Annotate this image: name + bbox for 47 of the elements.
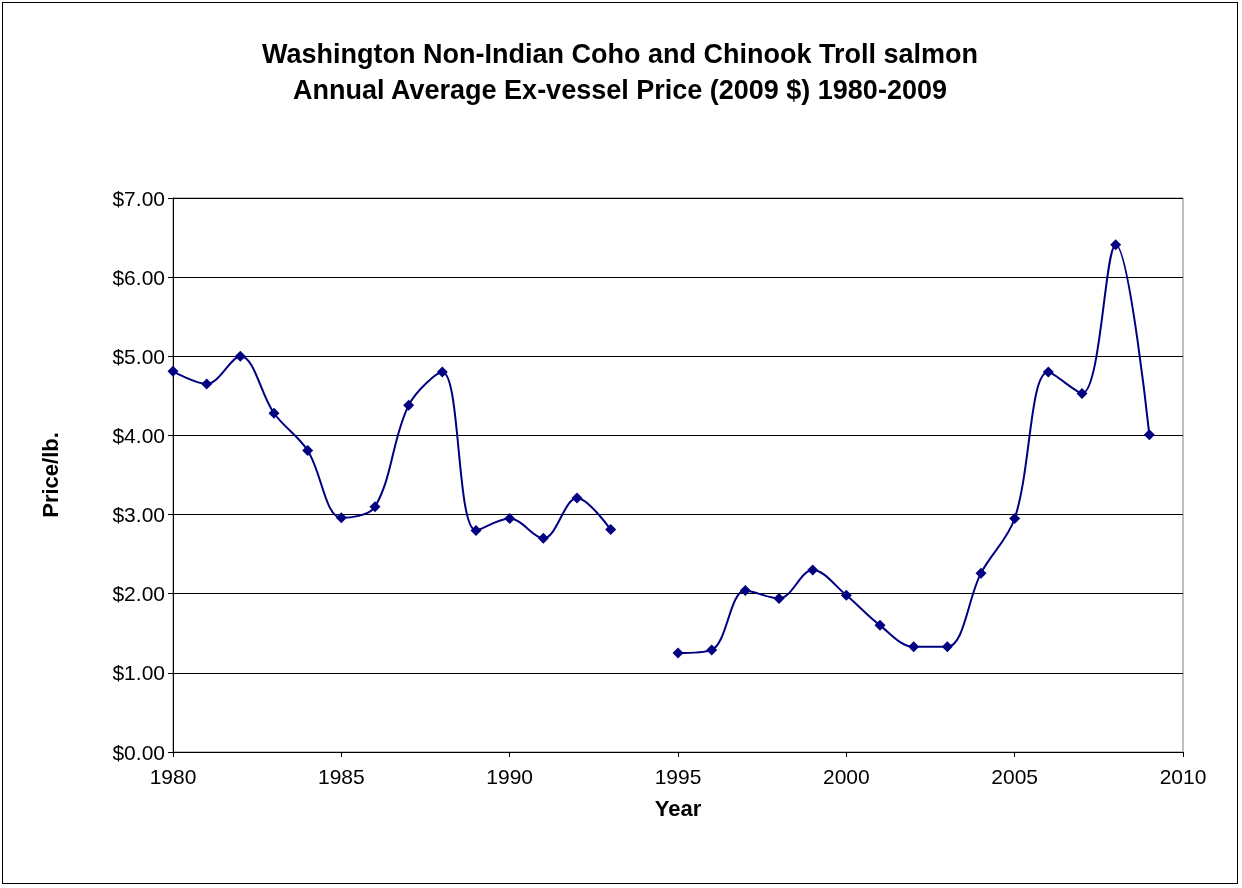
chart-title: Washington Non-Indian Coho and Chinook Troll salmon Annual Average Ex-vessel Price (2009 $) 1980-2009 (262, 39, 978, 105)
y-axis-title: Price/lb. (37, 432, 63, 518)
point (268, 407, 280, 419)
x-tick-label: 1985 (317, 765, 365, 788)
point (941, 641, 953, 653)
y-tick-label: $3.00 (112, 503, 165, 527)
point (1076, 387, 1088, 399)
point (975, 567, 987, 579)
point (1009, 513, 1021, 525)
point (1110, 239, 1122, 251)
point (470, 524, 482, 536)
point (234, 350, 246, 362)
x-tick-label: 2005 (991, 765, 1039, 788)
y-tick-label: $2.00 (112, 582, 165, 606)
point (672, 647, 684, 659)
x-tick-label: 2000 (822, 765, 870, 788)
x-tick-label: 1980 (149, 765, 197, 788)
y-tick-label: $4.00 (112, 423, 165, 447)
point (840, 589, 852, 601)
y-tick-label: $7.00 (112, 186, 165, 210)
point (773, 592, 785, 604)
point (369, 501, 381, 513)
point (436, 366, 448, 378)
point (1143, 429, 1155, 441)
y-tick-label: $6.00 (112, 265, 165, 289)
x-tick-label: 2010 (1159, 765, 1207, 788)
point (335, 512, 347, 524)
point (403, 399, 415, 411)
y-tick-label: $1.00 (112, 661, 165, 685)
x-tick-label: 1990 (486, 765, 534, 788)
y-tick-label: $0.00 (112, 740, 165, 764)
point (605, 524, 617, 536)
point (537, 532, 549, 544)
point (908, 641, 920, 653)
point (1042, 366, 1054, 378)
point (706, 644, 718, 656)
point (571, 492, 583, 504)
point (302, 444, 314, 456)
point (739, 585, 751, 597)
point (807, 564, 819, 576)
point (874, 619, 886, 631)
point (167, 365, 179, 377)
x-axis-title: Year (654, 795, 702, 821)
point (201, 378, 213, 390)
y-tick-label: $5.00 (112, 344, 165, 368)
x-tick-label: 1995 (654, 765, 702, 788)
point (504, 513, 516, 525)
